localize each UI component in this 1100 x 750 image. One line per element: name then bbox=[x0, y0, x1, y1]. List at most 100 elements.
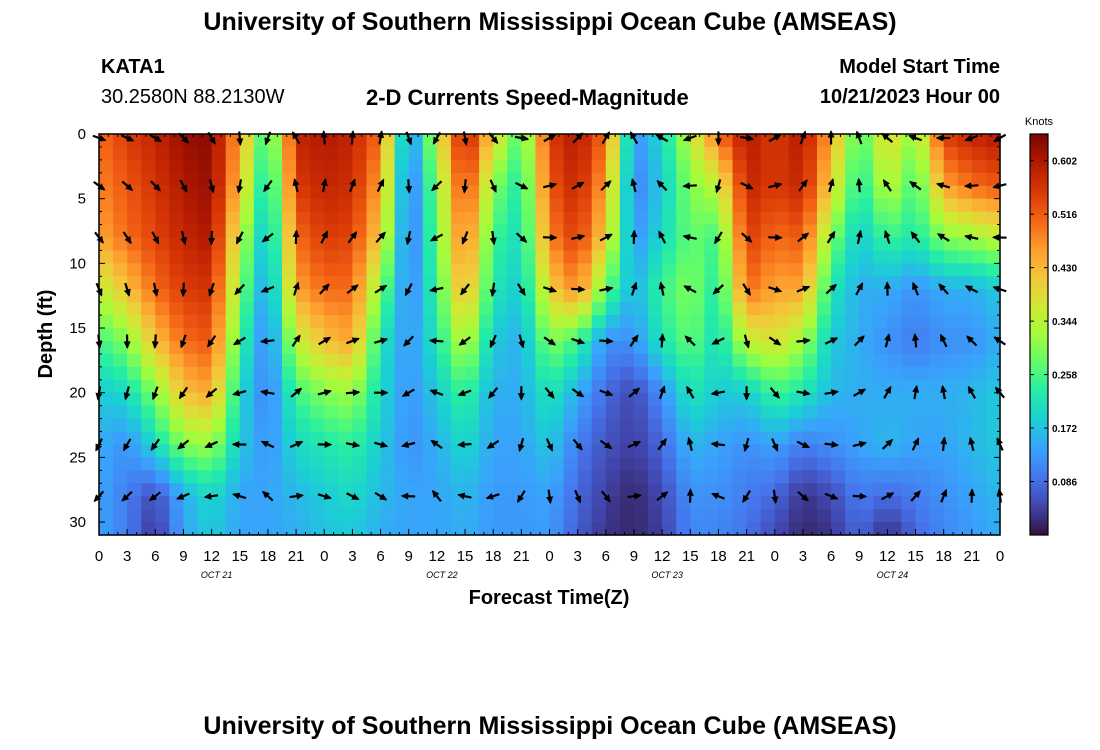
heatmap-cell bbox=[155, 302, 170, 316]
heatmap-cell bbox=[859, 457, 874, 471]
heatmap-cell bbox=[619, 522, 635, 536]
heatmap-cell bbox=[718, 263, 734, 277]
heatmap-cell bbox=[169, 302, 185, 316]
heatmap-cell bbox=[605, 405, 621, 420]
heatmap-cell bbox=[788, 340, 804, 355]
heatmap-cell bbox=[760, 263, 776, 277]
heatmap-cell bbox=[662, 444, 677, 458]
heatmap-cell bbox=[394, 496, 410, 510]
heatmap-cell bbox=[619, 302, 635, 316]
heatmap-cell bbox=[985, 496, 1001, 510]
heatmap-cell bbox=[127, 340, 142, 355]
heatmap-cell bbox=[493, 405, 508, 420]
heatmap-cell bbox=[436, 431, 452, 446]
heatmap-cell bbox=[141, 185, 156, 200]
heatmap-cell bbox=[465, 483, 480, 497]
current-arrow bbox=[542, 234, 558, 241]
heatmap-cell bbox=[845, 263, 860, 277]
heatmap-cell bbox=[957, 470, 973, 484]
current-arrow bbox=[517, 437, 525, 453]
heatmap-cell bbox=[127, 224, 142, 239]
heatmap-cell bbox=[760, 405, 776, 420]
heatmap-cell bbox=[971, 405, 987, 420]
heatmap-cell bbox=[662, 353, 677, 368]
heatmap-cell bbox=[732, 328, 748, 342]
heatmap-cell bbox=[338, 134, 354, 148]
heatmap-cell bbox=[267, 353, 283, 368]
heatmap-cell bbox=[957, 159, 973, 174]
heatmap-cell bbox=[282, 211, 297, 226]
current-arrow bbox=[771, 438, 779, 452]
heatmap-cell bbox=[211, 418, 227, 433]
heatmap-cell bbox=[296, 405, 311, 420]
heatmap-cell bbox=[366, 302, 382, 316]
heatmap-cell bbox=[155, 198, 170, 213]
heatmap-cell bbox=[310, 263, 325, 277]
heatmap-cell bbox=[169, 470, 185, 484]
heatmap-cell bbox=[605, 340, 621, 355]
heatmap-cell bbox=[127, 289, 142, 303]
heatmap-cell bbox=[338, 496, 354, 510]
heatmap-cell bbox=[662, 302, 677, 316]
current-arrow bbox=[260, 389, 275, 397]
heatmap-cell bbox=[113, 353, 128, 368]
heatmap-cell bbox=[563, 366, 579, 381]
heatmap-cell bbox=[873, 431, 888, 446]
heatmap-cell bbox=[127, 457, 142, 471]
heatmap-cell bbox=[802, 250, 818, 264]
heatmap-cell bbox=[380, 340, 396, 355]
heatmap-cell bbox=[422, 172, 438, 187]
x-tick-label: 18 bbox=[710, 548, 727, 565]
heatmap-cell bbox=[943, 185, 959, 200]
heatmap-cell bbox=[577, 366, 593, 381]
heatmap-cell bbox=[394, 185, 410, 200]
heatmap-cell bbox=[141, 431, 156, 446]
heatmap-cell bbox=[873, 185, 888, 200]
heatmap-cell bbox=[577, 470, 593, 484]
heatmap-cell bbox=[887, 198, 903, 213]
heatmap-cell bbox=[690, 276, 705, 290]
current-arrow bbox=[122, 438, 132, 452]
heatmap-cell bbox=[465, 302, 480, 316]
heatmap-cell bbox=[887, 263, 903, 277]
heatmap-cell bbox=[352, 172, 368, 187]
heatmap-cell bbox=[282, 379, 297, 394]
heatmap-cell bbox=[197, 328, 213, 342]
heatmap-cell bbox=[296, 302, 311, 316]
heatmap-cell bbox=[183, 159, 199, 174]
heatmap-cell bbox=[436, 185, 452, 200]
heatmap-cell bbox=[267, 405, 283, 420]
heatmap-cell bbox=[662, 392, 677, 407]
heatmap-cell bbox=[985, 211, 1001, 226]
heatmap-cell bbox=[169, 340, 185, 355]
heatmap-cell bbox=[901, 509, 917, 523]
heatmap-cell bbox=[563, 340, 579, 355]
heatmap-cell bbox=[408, 224, 424, 239]
heatmap-cell bbox=[859, 483, 874, 497]
heatmap-cell bbox=[408, 483, 424, 497]
heatmap-cell bbox=[901, 470, 917, 484]
heatmap-cell bbox=[197, 366, 213, 381]
heatmap-cell bbox=[352, 392, 368, 407]
heatmap-cell bbox=[352, 159, 368, 174]
heatmap-cell bbox=[690, 289, 705, 303]
heatmap-cell bbox=[127, 431, 142, 446]
heatmap-cell bbox=[183, 340, 199, 355]
heatmap-cell bbox=[676, 457, 691, 471]
heatmap-cell bbox=[282, 276, 297, 290]
heatmap-cell bbox=[479, 457, 494, 471]
day-label: OCT 22 bbox=[426, 570, 458, 580]
heatmap-cell bbox=[901, 315, 917, 329]
heatmap-cell bbox=[169, 211, 185, 226]
heatmap-cell bbox=[887, 302, 903, 316]
current-arrow bbox=[428, 337, 444, 345]
heatmap-cell bbox=[633, 509, 649, 523]
heatmap-cell bbox=[296, 353, 311, 368]
heatmap-cell bbox=[380, 353, 396, 368]
current-arrow bbox=[796, 337, 811, 345]
heatmap-cell bbox=[619, 457, 635, 471]
heatmap-cell bbox=[141, 340, 156, 355]
heatmap-cell bbox=[141, 353, 156, 368]
heatmap-cell bbox=[662, 470, 677, 484]
current-arrow bbox=[796, 440, 811, 449]
